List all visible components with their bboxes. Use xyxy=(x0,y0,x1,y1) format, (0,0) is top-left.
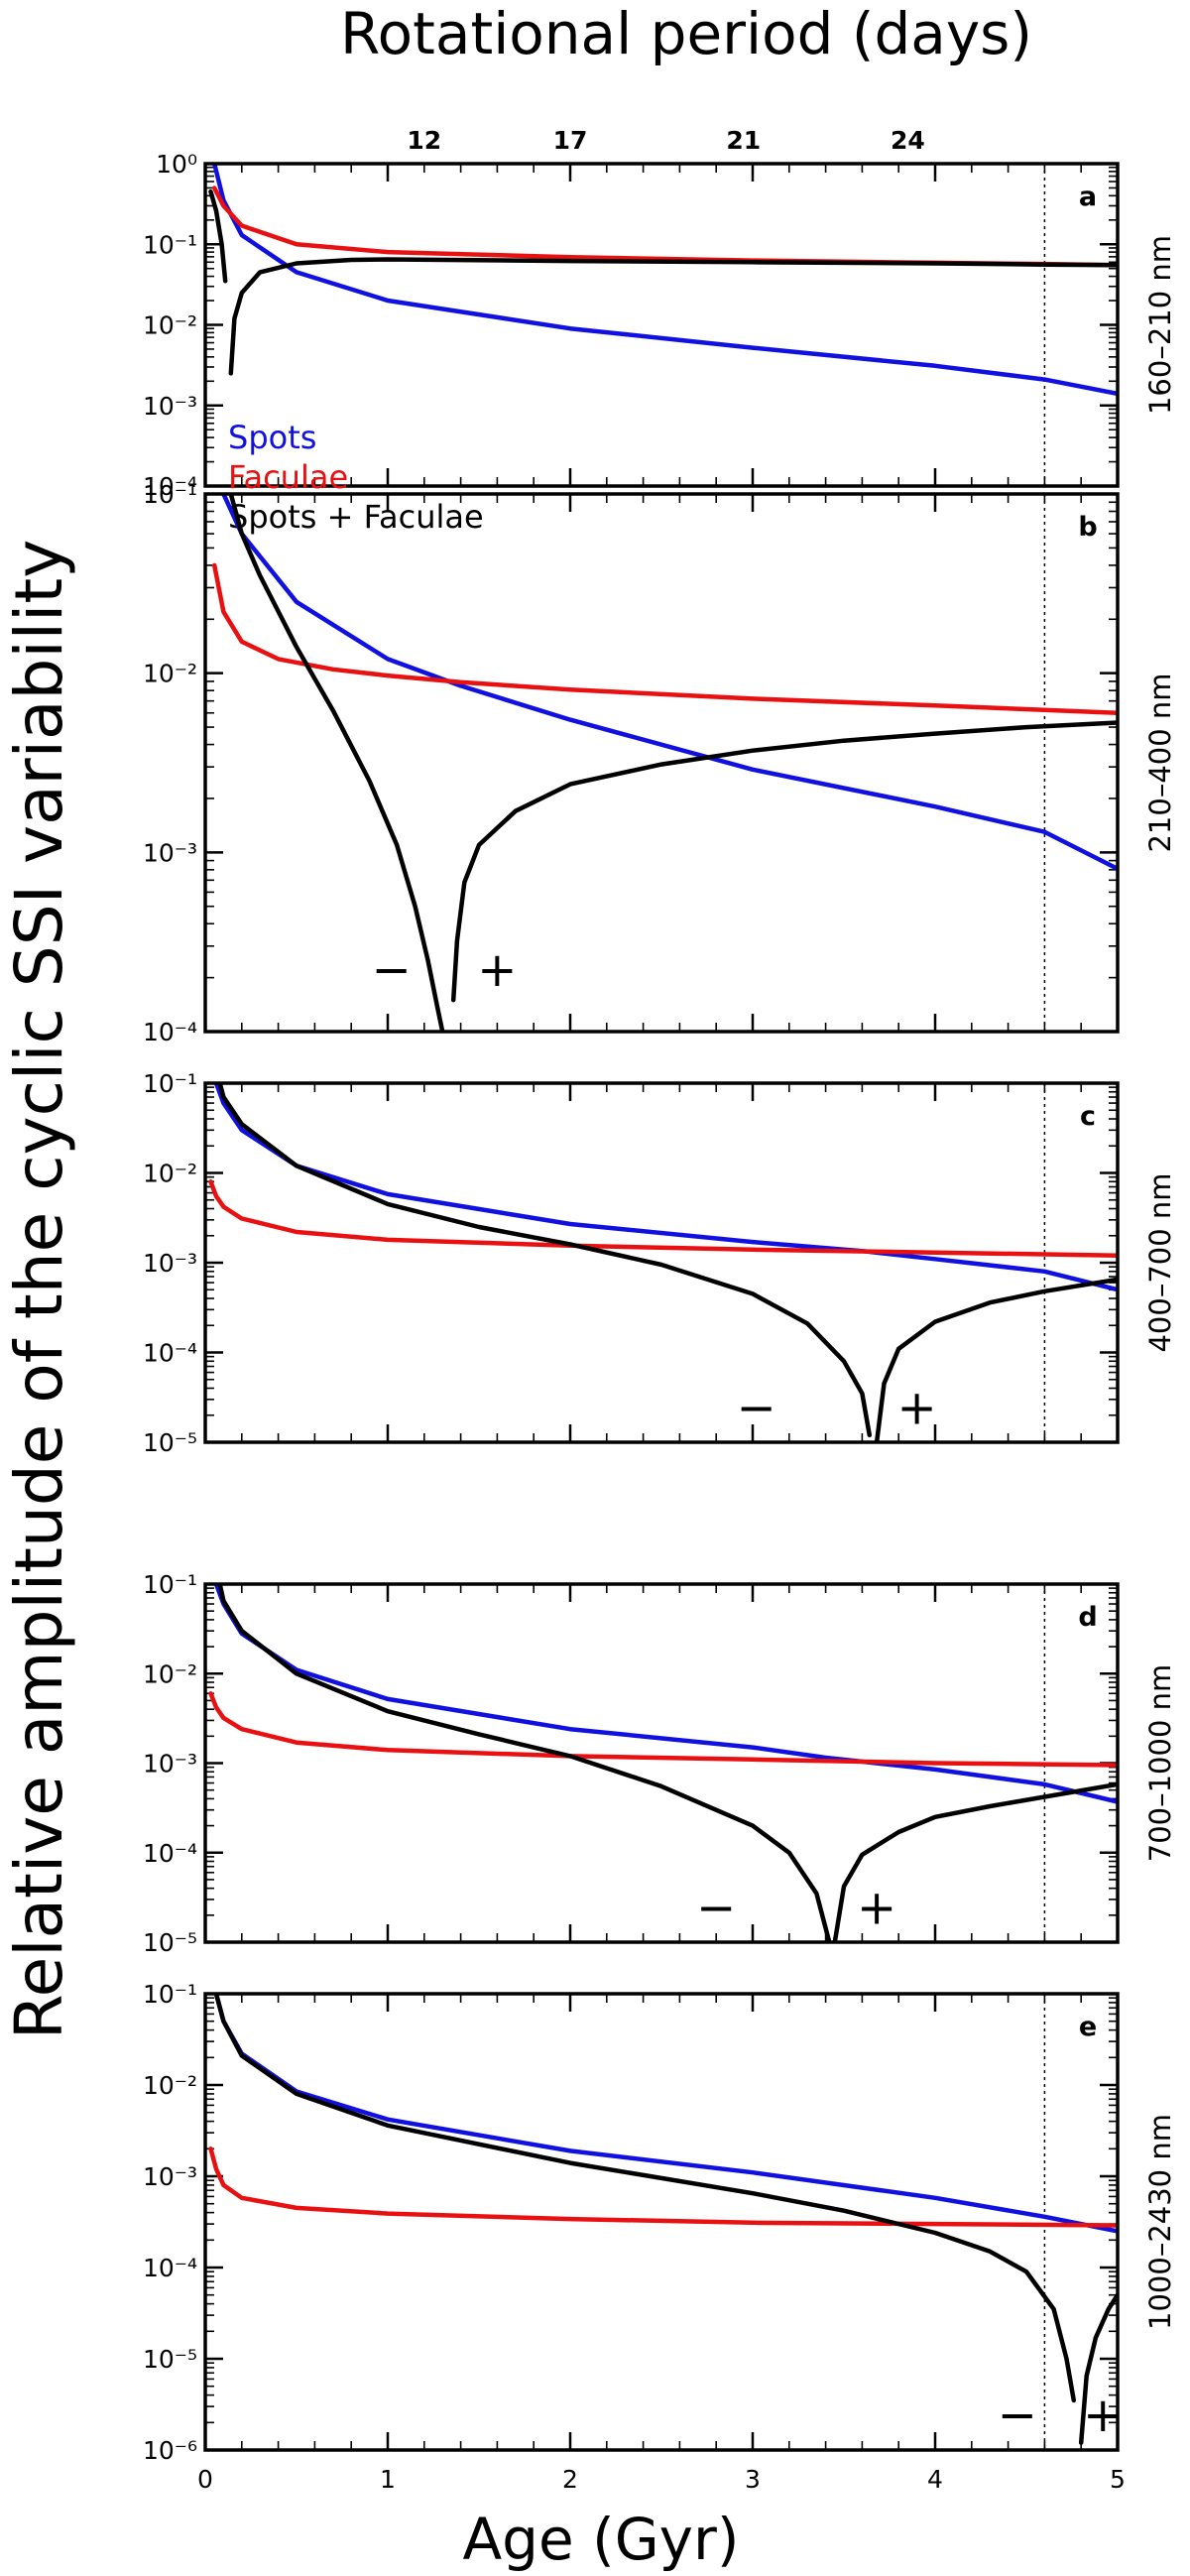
series-spots-faculae-line xyxy=(217,1584,832,1942)
x-tick-label: 1 xyxy=(380,2465,396,2494)
y-tick-label: 10⁻³ xyxy=(143,1249,197,1278)
y-tick-label: 10⁻⁵ xyxy=(143,1428,197,1457)
sign-marker: + xyxy=(857,1881,896,1936)
x-tick-label: 4 xyxy=(927,2465,943,2494)
panel-label: e xyxy=(1079,2012,1097,2042)
top-axis-tick-label: 12 xyxy=(407,126,441,155)
band-label: 1000–2430 nm xyxy=(1143,2114,1177,2330)
x-axis-title: Age (Gyr) xyxy=(463,2506,740,2573)
y-tick-label: 10⁻² xyxy=(143,660,197,688)
series-spots-faculae-line xyxy=(832,1781,1118,1942)
sign-marker: − xyxy=(696,1881,736,1936)
panel-frame xyxy=(203,1992,1120,2452)
band-label: 400–700 nm xyxy=(1143,1172,1177,1352)
panel-a: 10⁻⁴ 10⁻³ 10⁻² 10⁻¹ 10⁰ a 160–210 nm SpotsFacul… xyxy=(143,150,1177,536)
y-tick-label: 10⁻¹ xyxy=(143,1570,197,1599)
sign-marker: + xyxy=(896,1381,936,1436)
band-label: 160–210 nm xyxy=(1143,235,1177,415)
series-spots-faculae-line xyxy=(228,257,1118,376)
top-axis-tick-label: 17 xyxy=(553,126,588,155)
sign-marker: + xyxy=(477,942,517,998)
series-spots-faculae-line xyxy=(450,720,1118,1003)
top-axis-tick-label: 21 xyxy=(726,126,761,155)
panel-label: a xyxy=(1079,182,1097,212)
panel-b: 10⁻⁴ 10⁻³ 10⁻² 10⁻¹ − + b 210–400 nm xyxy=(143,480,1177,1046)
series-spots-faculae-line xyxy=(213,1994,1077,2403)
top-axis-title: Rotational period (days) xyxy=(340,0,1032,67)
y-tick-label: 10⁻³ xyxy=(143,392,197,421)
panel-label: d xyxy=(1078,1602,1097,1633)
legend-entry: Spots xyxy=(228,419,316,456)
sign-marker: − xyxy=(737,1381,776,1436)
y-tick-label: 10⁻² xyxy=(143,1160,197,1188)
y-tick-label: 10⁻² xyxy=(143,1659,197,1688)
y-tick-label: 10⁻² xyxy=(143,2071,197,2100)
band-label: 700–1000 nm xyxy=(1143,1664,1177,1863)
series-spots-line xyxy=(221,494,1118,872)
y-tick-label: 10⁻⁴ xyxy=(143,1018,197,1046)
sign-marker: − xyxy=(372,942,412,998)
series-spots-faculae-line xyxy=(874,1277,1118,1442)
y-tick-label: 10⁻⁴ xyxy=(143,1839,197,1868)
panel-frame xyxy=(203,492,1120,1034)
y-tick-label: 10⁻³ xyxy=(143,1750,197,1779)
legend-entry: Spots + Faculae xyxy=(228,498,484,536)
y-tick-label: 10⁻⁵ xyxy=(143,2345,197,2374)
series-spots-faculae-line xyxy=(1078,2292,1118,2445)
top-axis-tick-label: 24 xyxy=(891,126,925,155)
series-spots-line xyxy=(213,1584,1118,1804)
y-tick-label: 10⁻³ xyxy=(143,2162,197,2191)
x-tick-label: 0 xyxy=(197,2465,213,2494)
panel-label: c xyxy=(1080,1101,1096,1132)
panel-frame xyxy=(203,1582,1120,1944)
panel-label: b xyxy=(1078,512,1097,543)
band-label: 210–400 nm xyxy=(1143,673,1177,852)
y-tick-label: 10⁻¹ xyxy=(143,230,197,259)
series-faculae-line xyxy=(211,185,1118,268)
y-tick-label: 10⁻⁴ xyxy=(143,1339,197,1368)
y-tick-label: 10⁻¹ xyxy=(143,480,197,509)
series-faculae-line xyxy=(208,2147,1118,2228)
series-spots-line xyxy=(213,1083,1118,1292)
series-spots-faculae-line xyxy=(208,188,228,284)
legend-entry: Faculae xyxy=(228,458,348,496)
x-tick-label: 3 xyxy=(745,2465,761,2494)
panel-frame xyxy=(203,162,1120,488)
y-axis-title: Relative amplitude of the cyclic SSI var… xyxy=(1,540,77,2040)
sign-marker: − xyxy=(998,2388,1037,2443)
y-tick-label: 10⁻⁶ xyxy=(143,2436,197,2465)
y-tick-label: 10⁻¹ xyxy=(143,1069,197,1098)
series-spots-faculae-line xyxy=(217,1083,873,1438)
y-tick-label: 10⁻¹ xyxy=(143,1980,197,2009)
x-tick-label: 2 xyxy=(562,2465,578,2494)
series-faculae-line xyxy=(208,1179,1118,1259)
panel-frame xyxy=(203,1081,1120,1444)
x-tick-label: 5 xyxy=(1110,2465,1126,2494)
series-faculae-line xyxy=(211,562,1118,715)
y-tick-label: 10⁻⁴ xyxy=(143,472,197,501)
y-tick-label: 10⁻⁴ xyxy=(143,2254,197,2282)
y-tick-label: 10⁻⁵ xyxy=(143,1928,197,1957)
series-spots-faculae-line xyxy=(228,494,445,1032)
y-tick-label: 10⁰ xyxy=(156,150,197,179)
y-tick-label: 10⁻² xyxy=(143,311,197,340)
series-faculae-line xyxy=(208,1691,1118,1768)
y-tick-label: 10⁻³ xyxy=(143,838,197,867)
series-spots-line xyxy=(211,164,1118,397)
panel-d: 10⁻⁵ 10⁻⁴ 10⁻³ 10⁻² 10⁻¹ − + d 700–1000 nm xyxy=(143,1570,1177,1957)
panel-c: 10⁻⁵ 10⁻⁴ 10⁻³ 10⁻² 10⁻¹ − + c 400–700 nm xyxy=(143,1069,1177,1457)
